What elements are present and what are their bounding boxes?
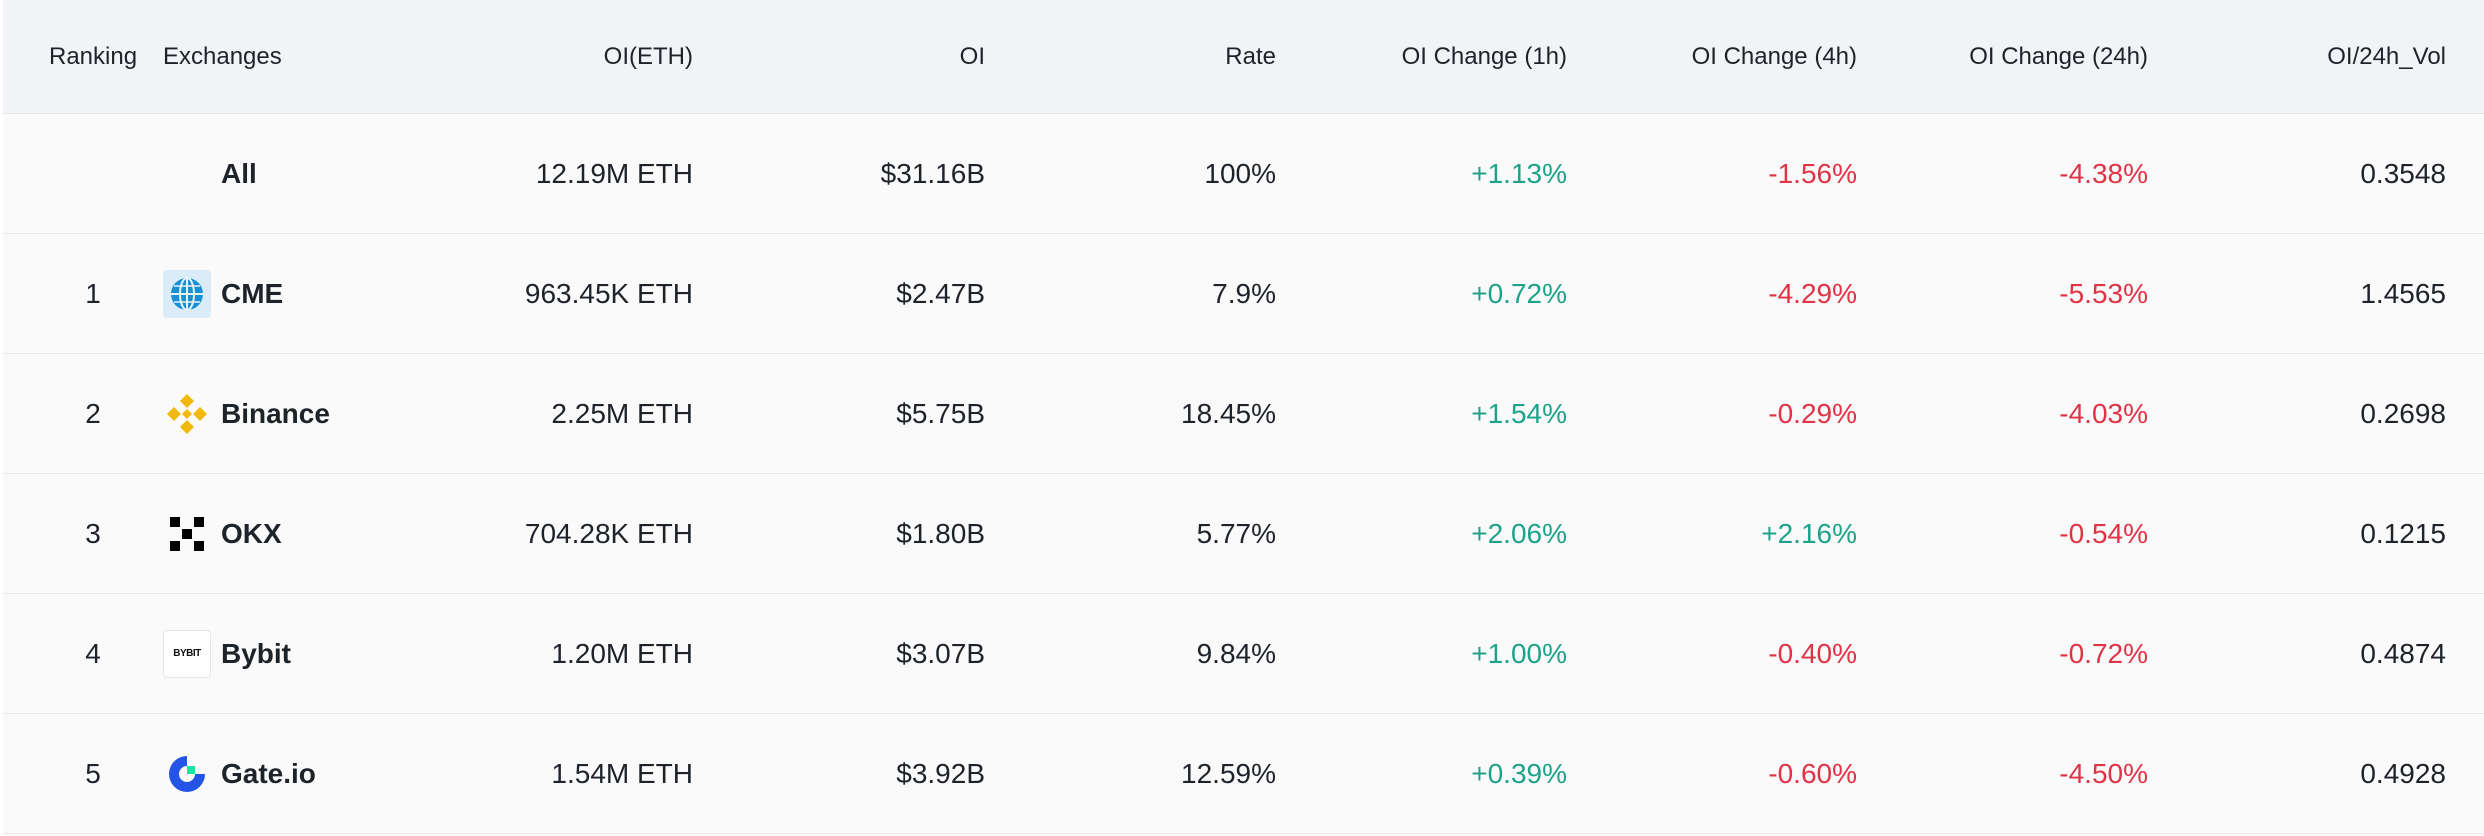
table-row[interactable]: 2 Binance 2.25M ETH $5.75B 18.45% +1.54%…: [3, 354, 2484, 474]
rank-cell: 3: [85, 517, 101, 549]
oi-change-1h-cell: +0.39%: [1471, 757, 1567, 789]
oi-change-1h-cell: +0.72%: [1471, 277, 1567, 309]
oi-change-4h-cell: -4.29%: [1768, 277, 1857, 309]
oi-eth-cell: 1.54M ETH: [551, 757, 693, 789]
oi-change-1h-cell: +1.13%: [1471, 157, 1567, 189]
oi-cell: $3.92B: [896, 757, 985, 789]
exchange-cell[interactable]: BYBIT Bybit: [163, 594, 483, 713]
rank-cell: 5: [85, 757, 101, 789]
exchange-name[interactable]: Binance: [221, 397, 330, 429]
exchange-cell[interactable]: CME: [163, 234, 483, 353]
header-oi-24h-vol[interactable]: OI/24h_Vol: [2327, 42, 2446, 70]
exchange-cell: All: [163, 114, 483, 233]
oi-cell: $1.80B: [896, 517, 985, 549]
oi-cell: $3.07B: [896, 637, 985, 669]
oi-change-4h-cell: -1.56%: [1768, 157, 1857, 189]
oi-eth-cell: 963.45K ETH: [524, 277, 693, 309]
oi-eth-cell: 12.19M ETH: [535, 157, 693, 189]
gateio-icon: [163, 750, 211, 798]
oi-change-1h-cell: +1.00%: [1471, 637, 1567, 669]
oi-change-24h-cell: -4.38%: [2059, 157, 2148, 189]
oi-change-4h-cell: -0.29%: [1768, 397, 1857, 429]
oi-change-24h-cell: -5.53%: [2059, 277, 2148, 309]
rank-cell: 2: [85, 397, 101, 429]
oi-change-24h-cell: -0.54%: [2059, 517, 2148, 549]
oi-change-24h-cell: -4.03%: [2059, 397, 2148, 429]
oi-cell: $31.16B: [880, 157, 985, 189]
oi-24h-vol-cell: 0.4928: [2360, 757, 2446, 789]
rate-cell: 9.84%: [1196, 637, 1276, 669]
exchange-name[interactable]: OKX: [221, 517, 282, 549]
header-exchanges[interactable]: Exchanges: [163, 42, 282, 70]
header-oi[interactable]: OI: [959, 42, 985, 70]
exchange-name: All: [221, 157, 257, 189]
oi-change-4h-cell: +2.16%: [1761, 517, 1857, 549]
table-row[interactable]: 1 CME 963.45K ETH $2.47B 7.9% +0.72% -4.…: [3, 234, 2484, 354]
table-row[interactable]: All 12.19M ETH $31.16B 100% +1.13% -1.56…: [3, 114, 2484, 234]
oi-eth-cell: 1.20M ETH: [551, 637, 693, 669]
table-row[interactable]: 5 Gate.io 1.54M ETH $3.92B 12.59% +0.39%…: [3, 714, 2484, 834]
binance-icon: [163, 390, 211, 438]
exchange-cell[interactable]: OKX: [163, 474, 483, 593]
open-interest-table: Ranking Exchanges OI(ETH) OI Rate OI Cha…: [3, 0, 2484, 836]
oi-change-4h-cell: -0.60%: [1768, 757, 1857, 789]
header-oi-change-4h[interactable]: OI Change (4h): [1691, 42, 1857, 70]
oi-cell: $2.47B: [896, 277, 985, 309]
oi-change-1h-cell: +2.06%: [1471, 517, 1567, 549]
oi-24h-vol-cell: 0.1215: [2360, 517, 2446, 549]
oi-change-4h-cell: -0.40%: [1768, 637, 1857, 669]
rate-cell: 7.9%: [1212, 277, 1276, 309]
cme-globe-icon: [163, 269, 211, 318]
oi-24h-vol-cell: 0.2698: [2360, 397, 2446, 429]
bybit-logo-text: BYBIT: [173, 648, 201, 659]
rank-cell: 4: [85, 637, 101, 669]
bybit-icon: BYBIT: [163, 629, 211, 678]
header-oi-change-24h[interactable]: OI Change (24h): [1969, 42, 2148, 70]
exchange-name[interactable]: Bybit: [221, 637, 291, 669]
table-row[interactable]: 3 OKX 704.28K ETH $1.80B 5.77% +2.06% +2…: [3, 474, 2484, 594]
header-ranking[interactable]: Ranking: [49, 42, 138, 70]
table-row[interactable]: 4 BYBIT Bybit 1.20M ETH $3.07B 9.84% +1.…: [3, 594, 2484, 714]
header-oi-eth[interactable]: OI(ETH): [603, 42, 693, 70]
rank-cell: 1: [85, 277, 101, 309]
oi-change-24h-cell: -4.50%: [2059, 757, 2148, 789]
oi-24h-vol-cell: 0.4874: [2360, 637, 2446, 669]
oi-cell: $5.75B: [896, 397, 985, 429]
oi-eth-cell: 2.25M ETH: [551, 397, 693, 429]
oi-24h-vol-cell: 1.4565: [2360, 277, 2446, 309]
exchange-cell[interactable]: Gate.io: [163, 714, 483, 833]
rate-cell: 12.59%: [1181, 757, 1276, 789]
exchange-cell[interactable]: Binance: [163, 354, 483, 473]
rank-cell: [3, 114, 183, 233]
rate-cell: 100%: [1204, 157, 1276, 189]
oi-eth-cell: 704.28K ETH: [524, 517, 693, 549]
table-header: Ranking Exchanges OI(ETH) OI Rate OI Cha…: [3, 0, 2484, 114]
exchange-name[interactable]: CME: [221, 277, 284, 309]
header-rate[interactable]: Rate: [1225, 42, 1276, 70]
oi-change-1h-cell: +1.54%: [1471, 397, 1567, 429]
header-oi-change-1h[interactable]: OI Change (1h): [1401, 42, 1567, 70]
rate-cell: 5.77%: [1196, 517, 1276, 549]
oi-24h-vol-cell: 0.3548: [2360, 157, 2446, 189]
okx-icon: [163, 510, 211, 558]
oi-change-24h-cell: -0.72%: [2059, 637, 2148, 669]
rate-cell: 18.45%: [1181, 397, 1276, 429]
exchange-name[interactable]: Gate.io: [221, 757, 316, 789]
